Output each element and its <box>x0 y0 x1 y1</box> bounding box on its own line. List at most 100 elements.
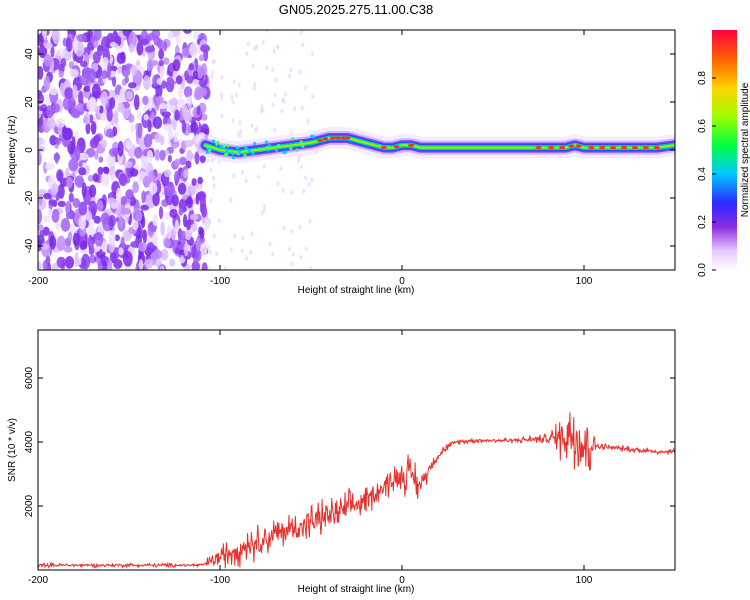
noise-blob <box>148 96 153 112</box>
noise-blob <box>238 120 242 126</box>
noise-blob <box>74 175 85 188</box>
noise-blob <box>94 231 104 247</box>
noise-blob <box>191 178 197 186</box>
noise-blob <box>88 254 97 264</box>
noise-blob <box>302 188 306 194</box>
noise-blob <box>186 153 196 160</box>
noise-blob <box>293 106 297 112</box>
noise-blob <box>249 250 253 256</box>
noise-blob <box>271 67 275 73</box>
noise-blob <box>282 225 286 231</box>
noise-blob <box>263 203 267 209</box>
y-tick-label: 40 <box>24 48 35 60</box>
noise-blob <box>194 151 200 165</box>
ridge-peak <box>393 145 400 149</box>
ridge-speckle <box>237 150 242 154</box>
noise-blob <box>209 167 213 173</box>
noise-blob <box>101 240 108 253</box>
noise-blob <box>83 112 91 125</box>
noise-blob <box>300 105 304 111</box>
noise-blob <box>79 73 89 86</box>
noise-blob <box>250 123 254 129</box>
ridge-speckle <box>253 142 257 146</box>
x-tick-label: -100 <box>210 575 230 586</box>
noise-blob <box>114 234 120 242</box>
noise-blob <box>192 70 198 79</box>
spectrogram-ylabel: Frequency (Hz) <box>7 116 18 185</box>
noise-blob <box>301 42 305 48</box>
noise-blob <box>132 181 139 193</box>
x-tick-label: 0 <box>399 276 405 287</box>
snr-frame <box>37 329 676 571</box>
noise-blob <box>90 121 97 135</box>
noise-blob <box>304 175 308 181</box>
noise-blob <box>98 105 104 114</box>
noise-blob <box>169 208 178 219</box>
noise-blob <box>38 66 44 80</box>
noise-blob <box>159 149 166 161</box>
noise-blob <box>289 130 293 136</box>
noise-blob <box>60 57 67 68</box>
noise-blob <box>120 195 127 206</box>
noise-blob <box>68 223 76 233</box>
noise-blob <box>114 35 122 45</box>
noise-blob <box>154 149 160 161</box>
noise-blob <box>170 139 180 149</box>
noise-blob <box>38 194 43 206</box>
ridge-peak <box>380 146 387 150</box>
noise-blob <box>81 253 91 270</box>
noise-blob <box>142 175 152 188</box>
noise-blob <box>45 94 51 108</box>
noise-blob <box>178 207 184 216</box>
noise-blob <box>208 249 212 255</box>
noise-blob <box>118 216 124 229</box>
noise-blob <box>100 173 110 187</box>
ridge-speckle <box>274 148 279 152</box>
noise-blob <box>255 126 259 132</box>
noise-blob <box>170 228 177 241</box>
noise-blob <box>219 92 223 98</box>
y-tick-label: 6000 <box>24 366 35 389</box>
noise-blob <box>200 44 211 53</box>
noise-blob <box>178 156 187 166</box>
noise-blob <box>220 113 224 119</box>
noise-blob <box>57 122 63 136</box>
noise-blob <box>262 208 266 214</box>
noise-blob <box>106 197 116 205</box>
noise-blob <box>183 30 192 34</box>
noise-blob <box>102 260 108 270</box>
noise-blob <box>42 260 48 270</box>
noise-blob <box>80 240 88 250</box>
noise-blob <box>146 150 154 162</box>
noise-blob <box>73 37 79 54</box>
noise-blob <box>141 156 149 170</box>
y-tick-label: 2000 <box>24 494 35 517</box>
noise-blob <box>165 183 176 197</box>
ridge-speckle <box>295 148 299 152</box>
noise-blob <box>147 32 156 41</box>
noise-blob <box>67 231 73 242</box>
noise-blob <box>152 214 159 227</box>
noise-blob <box>215 251 219 257</box>
noise-blob <box>173 131 178 143</box>
ridge-speckle <box>216 140 220 144</box>
noise-blob <box>107 214 117 227</box>
x-tick-label: -200 <box>28 575 48 586</box>
noise-blob <box>118 247 124 256</box>
noise-blob <box>107 62 112 78</box>
ridge-band <box>204 137 675 154</box>
noise-blob <box>51 102 61 113</box>
noise-blob <box>246 41 250 47</box>
noise-blob <box>92 244 101 253</box>
noise-blob <box>78 215 87 230</box>
noise-blob <box>251 63 255 69</box>
ridge-speckle <box>222 144 226 148</box>
y-tick-label: -20 <box>24 190 35 205</box>
noise-blob <box>142 75 151 90</box>
noise-blob <box>173 170 180 185</box>
noise-blob <box>66 176 73 189</box>
noise-blob <box>94 150 99 160</box>
ridge-speckle <box>299 140 303 144</box>
spectrogram-marks <box>38 30 675 270</box>
